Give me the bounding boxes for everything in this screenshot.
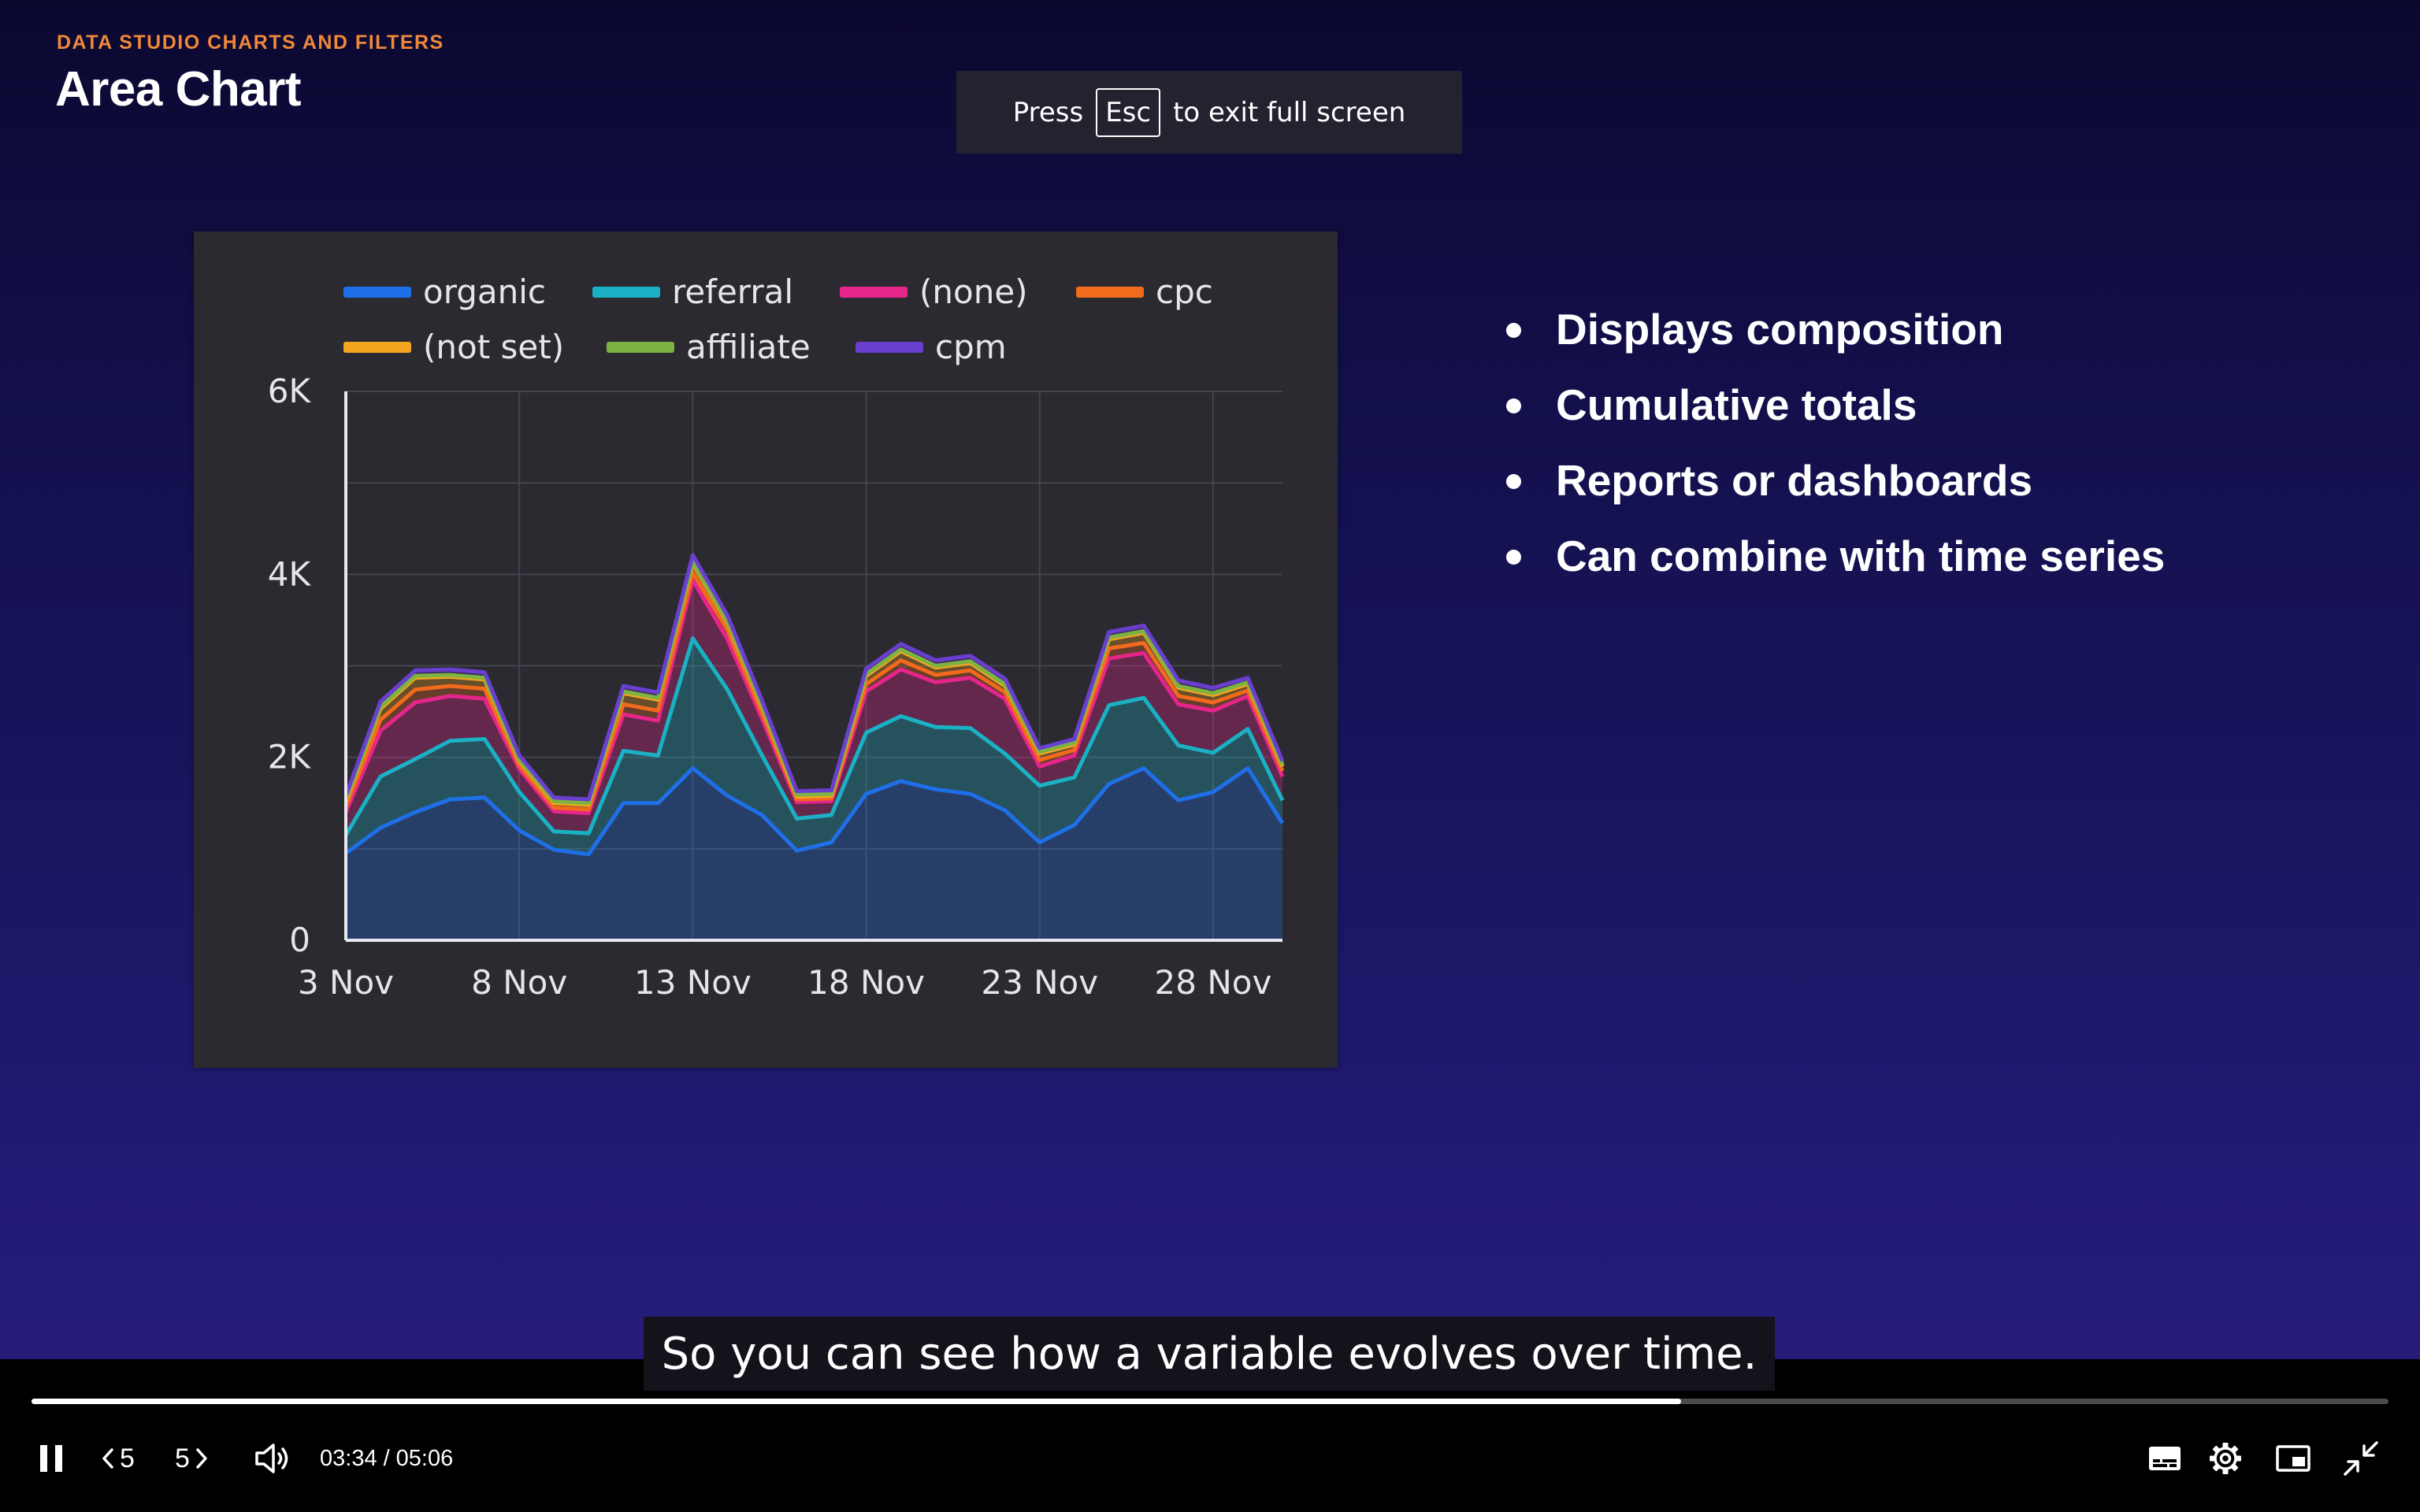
settings-button[interactable] <box>2207 1440 2244 1477</box>
picture-in-picture-button[interactable] <box>2275 1441 2311 1476</box>
chart-legend: organic referral (none) cpc (not set) affilia… <box>343 272 1213 366</box>
fullscreen-hint: Press Esc to exit full screen <box>956 71 1462 154</box>
bullet-dot <box>1506 550 1521 565</box>
series-line-referral <box>343 636 1285 836</box>
skip-forward-label: 5 <box>175 1443 190 1473</box>
skip-back-label: 5 <box>120 1443 135 1473</box>
progress-played <box>32 1399 1682 1404</box>
settings-icon <box>2210 1443 2241 1474</box>
chart-areas <box>346 554 1282 940</box>
x-tick-label: 28 Nov <box>1155 963 1272 1002</box>
series-line-cpc <box>343 570 1285 812</box>
area-chart-panel: 0 2K 4K 6K 3 Nov 8 Nov 13 Nov 18 Nov 23 Nov 28 No… <box>194 232 1338 1068</box>
series-area-none <box>346 580 1282 836</box>
progress-bar[interactable] <box>32 1399 2388 1404</box>
current-time: 03:34 <box>320 1445 377 1471</box>
subtitles-button[interactable] <box>2147 1441 2182 1476</box>
legend-label: (not set) <box>423 328 564 366</box>
y-tick-label: 4K <box>268 554 312 593</box>
bullet-text: Cumulative totals <box>1556 380 1917 429</box>
y-tick-label: 6K <box>268 372 312 410</box>
fullscreen-hint-prefix: Press <box>1012 96 1084 128</box>
y-tick-label: 2K <box>268 738 312 776</box>
series-line-cpm <box>343 553 1285 802</box>
series-line-organic <box>344 766 1285 857</box>
chart-lines <box>343 553 1285 857</box>
legend-swatch <box>343 342 411 353</box>
picture-in-picture-icon <box>2276 1445 2311 1472</box>
exit-fullscreen-button[interactable] <box>2343 1440 2379 1477</box>
legend-swatch <box>592 287 660 298</box>
chart-grid <box>346 391 1282 940</box>
pause-icon <box>40 1445 62 1472</box>
legend-label: (none) <box>919 272 1028 311</box>
skip-forward-icon <box>196 1448 207 1469</box>
bullet-dot <box>1506 474 1521 489</box>
bullet-item: Cumulative totals <box>1505 367 2165 443</box>
area-chart: 0 2K 4K 6K 3 Nov 8 Nov 13 Nov 18 Nov 23 Nov 28 No… <box>268 272 1285 1002</box>
x-tick-label: 8 Nov <box>471 963 567 1002</box>
slide-title: Area Chart <box>55 62 302 117</box>
bullet-text: Displays composition <box>1556 305 2004 354</box>
x-tick-label: 23 Nov <box>981 963 1098 1002</box>
duration: 05:06 <box>395 1445 454 1471</box>
skip-back-button[interactable]: 5 <box>101 1441 135 1476</box>
bullet-dot <box>1506 398 1521 413</box>
legend-swatch <box>343 287 411 298</box>
series-area-referral <box>346 638 1282 854</box>
legend-swatch <box>856 342 923 353</box>
bullet-text: Can combine with time series <box>1556 532 2166 580</box>
volume-icon <box>255 1443 288 1473</box>
series-area-organic <box>346 768 1282 940</box>
exit-fullscreen-icon <box>2344 1441 2378 1476</box>
bullet-item: Reports or dashboards <box>1505 443 2165 518</box>
subtitles-icon <box>2149 1447 2181 1470</box>
volume-button[interactable] <box>254 1440 291 1477</box>
slide-kicker: DATA STUDIO CHARTS AND FILTERS <box>57 32 444 54</box>
legend-swatch <box>607 342 674 353</box>
pause-button[interactable] <box>38 1443 69 1474</box>
legend-swatch <box>1076 287 1144 298</box>
series-line-none <box>343 577 1285 815</box>
x-tick-label: 13 Nov <box>634 963 752 1002</box>
legend-label: referral <box>672 272 793 311</box>
time-display: 03:34 / 05:06 <box>320 1444 453 1473</box>
bullet-item: Can combine with time series <box>1505 518 2165 594</box>
bullet-item: Displays composition <box>1505 291 2165 367</box>
legend-swatch <box>840 287 908 298</box>
fullscreen-hint-suffix: to exit full screen <box>1173 96 1406 128</box>
x-tick-label: 18 Nov <box>807 963 925 1002</box>
time-separator: / <box>383 1445 390 1471</box>
skip-forward-button[interactable]: 5 <box>175 1441 209 1476</box>
subtitle-caption: So you can see how a variable evolves ov… <box>644 1317 1775 1391</box>
legend-label: cpm <box>935 328 1007 366</box>
legend-label: cpc <box>1156 272 1213 311</box>
esc-key-badge: Esc <box>1096 87 1161 137</box>
legend-label: organic <box>423 272 546 311</box>
bullet-text: Reports or dashboards <box>1556 456 2033 505</box>
bullet-dot <box>1506 323 1521 338</box>
x-tick-label: 3 Nov <box>298 963 394 1002</box>
skip-back-icon <box>102 1448 113 1469</box>
y-tick-label: 0 <box>289 921 310 959</box>
legend-label: affiliate <box>686 328 811 366</box>
bullet-list: Displays composition Cumulative totals R… <box>1505 291 2165 594</box>
